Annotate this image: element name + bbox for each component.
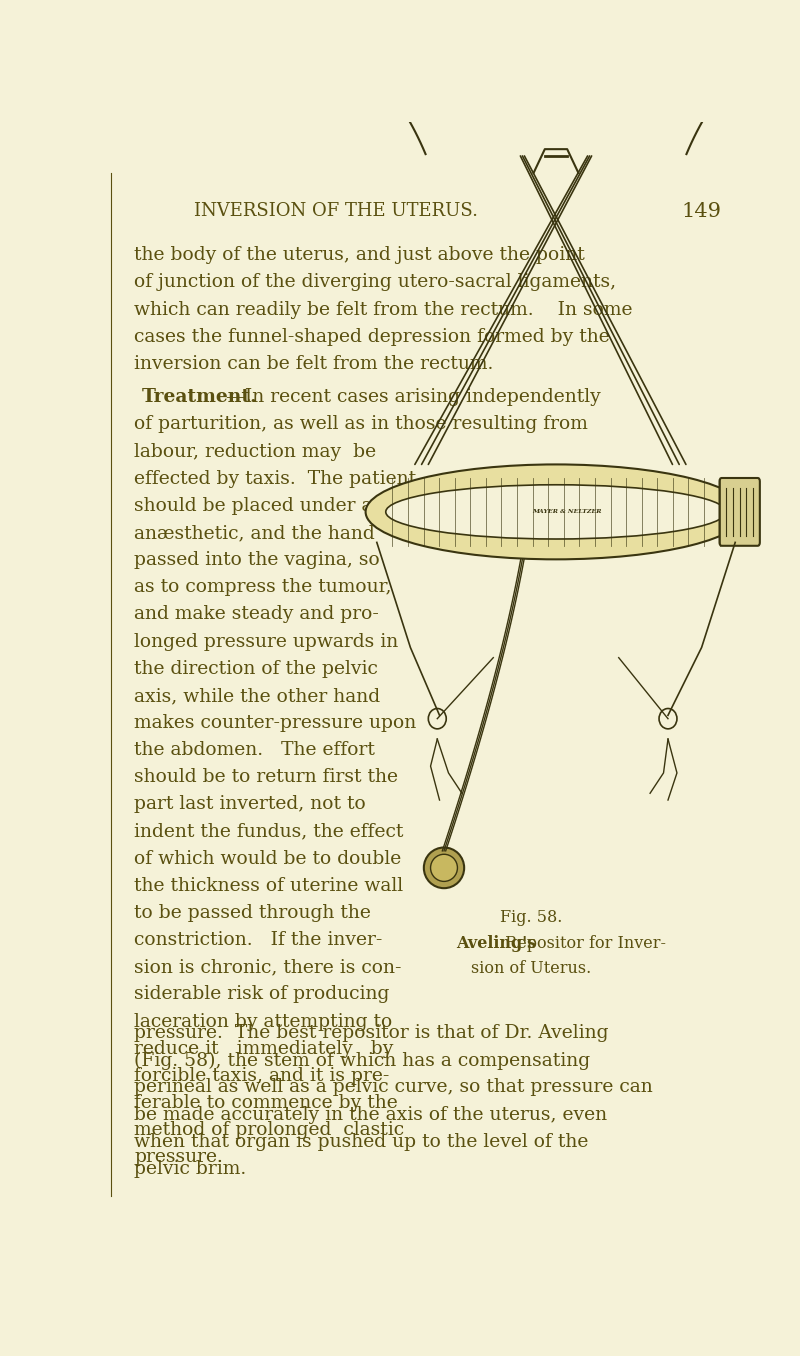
Text: laceration by attempting to: laceration by attempting to (134, 1013, 392, 1031)
Text: part last inverted, not to: part last inverted, not to (134, 796, 366, 814)
Text: ferable to commence by the: ferable to commence by the (134, 1094, 398, 1112)
Text: the body of the uterus, and just above the point: the body of the uterus, and just above t… (134, 247, 585, 264)
Text: sion of Uterus.: sion of Uterus. (470, 960, 591, 978)
Text: Treatment.: Treatment. (142, 388, 257, 407)
Text: of which would be to double: of which would be to double (134, 850, 402, 868)
Text: —In recent cases arising independently: —In recent cases arising independently (226, 388, 601, 407)
Text: labour, reduction may  be: labour, reduction may be (134, 442, 376, 461)
Text: should be placed under an: should be placed under an (134, 496, 385, 515)
Text: of parturition, as well as in those resulting from: of parturition, as well as in those resu… (134, 415, 588, 434)
Text: of junction of the diverging utero-sacral ligaments,: of junction of the diverging utero-sacra… (134, 274, 616, 292)
Text: pressure.: pressure. (134, 1149, 223, 1166)
Text: siderable risk of producing: siderable risk of producing (134, 986, 390, 1003)
Text: passed into the vagina, so: passed into the vagina, so (134, 551, 380, 570)
Text: effected by taxis.  The patient: effected by taxis. The patient (134, 469, 416, 488)
Text: be made accurately in the axis of the uterus, even: be made accurately in the axis of the ut… (134, 1105, 607, 1124)
Text: Repositor for Inver-: Repositor for Inver- (500, 936, 666, 952)
Text: the thickness of uterine wall: the thickness of uterine wall (134, 877, 403, 895)
Text: cases the funnel-shaped depression formed by the: cases the funnel-shaped depression forme… (134, 328, 610, 346)
Text: axis, while the other hand: axis, while the other hand (134, 687, 380, 705)
Text: 149: 149 (682, 202, 722, 221)
Ellipse shape (366, 464, 746, 560)
Text: forcible taxis, and it is pre-: forcible taxis, and it is pre- (134, 1067, 390, 1085)
Text: to be passed through the: to be passed through the (134, 904, 371, 922)
Text: indent the fundus, the effect: indent the fundus, the effect (134, 823, 403, 841)
Text: makes counter-pressure upon: makes counter-pressure upon (134, 715, 416, 732)
Text: reduce it   immediately   by: reduce it immediately by (134, 1040, 394, 1058)
Text: constriction.   If the inver-: constriction. If the inver- (134, 932, 382, 949)
Text: anæsthetic, and the hand: anæsthetic, and the hand (134, 523, 375, 542)
Text: and make steady and pro-: and make steady and pro- (134, 605, 379, 624)
Ellipse shape (386, 485, 726, 540)
Text: pelvic brim.: pelvic brim. (134, 1159, 246, 1178)
Text: perineal as well as a pelvic curve, so that pressure can: perineal as well as a pelvic curve, so t… (134, 1078, 653, 1097)
Text: Aveling's: Aveling's (457, 936, 537, 952)
Text: MAYER & NELTZER: MAYER & NELTZER (533, 510, 602, 514)
Text: (Fig. 58), the stem of which has a compensating: (Fig. 58), the stem of which has a compe… (134, 1051, 590, 1070)
Text: sion is chronic, there is con-: sion is chronic, there is con- (134, 959, 402, 976)
Text: as to compress the tumour,: as to compress the tumour, (134, 578, 392, 597)
Text: method of prolonged  clastic: method of prolonged clastic (134, 1121, 404, 1139)
Ellipse shape (424, 848, 464, 888)
Text: should be to return first the: should be to return first the (134, 769, 398, 786)
FancyBboxPatch shape (719, 479, 760, 546)
Text: INVERSION OF THE UTERUS.: INVERSION OF THE UTERUS. (194, 202, 478, 221)
Text: Fig. 58.: Fig. 58. (500, 910, 562, 926)
Text: when that organ is pushed up to the level of the: when that organ is pushed up to the leve… (134, 1132, 589, 1151)
Ellipse shape (430, 854, 458, 881)
Text: longed pressure upwards in: longed pressure upwards in (134, 633, 398, 651)
Text: the abdomen.   The effort: the abdomen. The effort (134, 742, 375, 759)
Text: pressure.  The best repositor is that of Dr. Aveling: pressure. The best repositor is that of … (134, 1024, 609, 1043)
Text: which can readily be felt from the rectum.    In some: which can readily be felt from the rectu… (134, 301, 633, 319)
Text: the direction of the pelvic: the direction of the pelvic (134, 660, 378, 678)
Text: inversion can be felt from the rectum.: inversion can be felt from the rectum. (134, 355, 494, 373)
